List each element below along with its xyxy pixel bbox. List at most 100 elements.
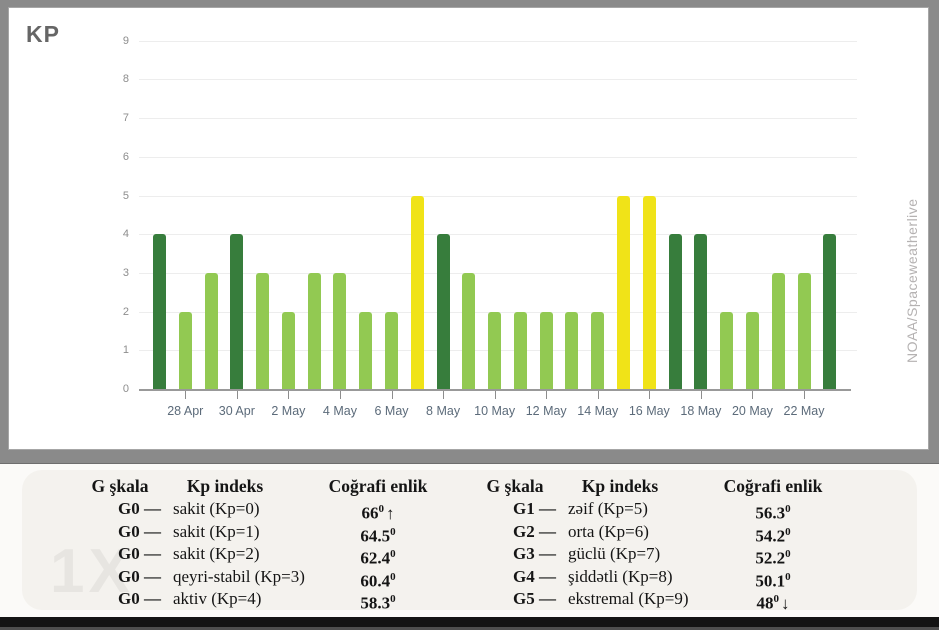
gridline	[139, 272, 857, 274]
x-axis-tick	[804, 391, 805, 399]
table-row: G5 — ekstremal (Kp=9) 480 ↓	[470, 588, 850, 613]
kp-index-cell: sakit (Kp=0)	[173, 499, 260, 518]
x-axis-tick	[339, 391, 341, 399]
kp-bar	[281, 311, 295, 389]
y-axis-label: 1	[122, 344, 129, 357]
latitude-cell: 480 ↓	[756, 593, 790, 613]
x-axis-tick	[288, 391, 290, 399]
kp-bar	[204, 272, 218, 389]
table-rows: G1 — zəif (Kp=5) 56.30 G2 — orta (Kp=6) 54.20…	[470, 498, 850, 613]
g-scale-cell: G0 —	[118, 544, 161, 563]
header-geo-latitude: Coğrafi enlik	[723, 476, 823, 496]
g-scale-cell: G0 —	[118, 499, 161, 518]
gridline	[139, 40, 857, 42]
frame-bottom-edge	[0, 627, 939, 630]
header-kp-index: Kp indeks	[581, 476, 659, 496]
table-row: G4 — şiddətli (Kp=8) 50.10	[470, 566, 850, 591]
watermark-text: 1X	[50, 537, 134, 606]
x-axis-label: 22 May	[783, 404, 825, 418]
y-axis-label: 5	[122, 189, 129, 202]
kp-bar	[565, 311, 579, 389]
kp-index-cell: orta (Kp=6)	[568, 521, 649, 541]
gscale-section: 1X G şkala Kp indeks Coğrafi enlik G0 — s…	[0, 463, 939, 618]
x-axis-tick	[649, 391, 651, 399]
kp-bar	[539, 311, 553, 389]
kp-bar	[617, 195, 631, 389]
kp-bar	[359, 311, 373, 389]
x-axis-tick	[494, 391, 496, 399]
latitude-cell: 660 ↑	[361, 503, 395, 523]
y-axis-label: 7	[122, 112, 129, 125]
table-background	[22, 470, 917, 610]
gscale-table-left: G şkala Kp indeks Coğrafi enlik G0 — saki…	[75, 476, 455, 613]
kp-bar	[462, 272, 476, 389]
x-axis-label: 10 May	[474, 404, 516, 418]
kp-bar	[178, 311, 192, 389]
latitude-cell: 58.30	[360, 593, 396, 613]
y-axis-label: 2	[122, 305, 129, 318]
kp-bar	[720, 311, 734, 389]
kp-index-cell: sakit (Kp=1)	[173, 521, 260, 541]
latitude-arrow-icon: ↓	[781, 593, 790, 613]
kp-index-cell: şiddətli (Kp=8)	[568, 566, 673, 586]
x-axis-label: 6 May	[374, 404, 409, 418]
header-kp-index: Kp indeks	[186, 476, 264, 496]
kp-bar	[410, 195, 424, 389]
y-axis-label: 6	[122, 150, 129, 163]
kp-index-cell: qeyri-stabil (Kp=3)	[173, 566, 305, 586]
chart-title: KP	[26, 21, 60, 47]
x-axis-label: 14 May	[577, 404, 619, 418]
kp-bar	[385, 311, 399, 389]
kp-bar	[668, 234, 682, 389]
latitude-cell: 54.20	[755, 525, 791, 546]
kp-bar	[230, 234, 244, 389]
x-axis-line	[139, 389, 851, 391]
bottom-black-bar	[0, 617, 939, 627]
latitude-cell: 60.40	[360, 570, 396, 591]
x-axis-tick	[391, 391, 393, 399]
table-row: G0 — qeyri-stabil (Kp=3) 60.40	[75, 566, 455, 591]
kp-bar	[256, 272, 270, 389]
x-axis-label: 30 Apr	[218, 404, 255, 418]
table-row: G1 — zəif (Kp=5) 56.30	[470, 498, 850, 523]
g-scale-cell: G2 —	[513, 521, 556, 541]
x-axis-tick	[443, 391, 445, 399]
table-row: G3 — güclü (Kp=7) 52.20	[470, 543, 850, 568]
y-axis-label: 9	[122, 34, 129, 47]
latitude-cell: 52.20	[755, 548, 791, 568]
y-axis-label: 0	[122, 383, 129, 395]
g-scale-cell: G0 —	[118, 589, 161, 608]
kp-bar	[488, 311, 502, 389]
credit-text: NOAA/Spaceweatherlive	[904, 198, 920, 363]
x-axis-label: 28 Apr	[167, 404, 204, 418]
y-axis-label: 8	[122, 73, 129, 86]
x-axis-label: 16 May	[628, 404, 670, 418]
gridline	[139, 156, 857, 158]
y-axis-label: 3	[122, 266, 129, 279]
kp-chart-panel: KP 0 1 2 3 4 5 6 7 8 9 28 Apr 30 Apr 2 May 4 May 6 May…	[8, 7, 929, 450]
kp-bar	[642, 195, 656, 389]
x-axis-tick	[597, 391, 599, 399]
kp-index-cell: ekstremal (Kp=9)	[568, 589, 689, 608]
g-scale-cell: G3 —	[513, 544, 556, 563]
g-scale-cell: G1 —	[513, 499, 556, 518]
kp-bar	[436, 234, 450, 389]
gridline	[139, 118, 857, 120]
x-axis-label: 18 May	[680, 404, 722, 418]
table-row: G0 — sakit (Kp=1) 64.50	[75, 521, 455, 546]
y-axis-label: 4	[122, 228, 129, 241]
kp-index-cell: aktiv (Kp=4)	[173, 589, 262, 608]
table-row: G2 — orta (Kp=6) 54.20	[470, 521, 850, 546]
g-scale-cell: G0 —	[118, 521, 161, 541]
table-row: G0 — aktiv (Kp=4) 58.30	[75, 588, 455, 613]
gscale-table-right: G şkala Kp indeks Coğrafi enlik G1 — zəif…	[470, 476, 850, 613]
latitude-cell: 50.10	[755, 570, 791, 591]
kp-bar	[591, 311, 605, 389]
x-axis-tick	[546, 391, 548, 399]
kp-bar	[823, 234, 837, 389]
table-rows: G0 — sakit (Kp=0) 660 ↑ G0 — sakit (Kp=1) 64.5…	[75, 498, 455, 613]
table-row: G0 — sakit (Kp=0) 660 ↑	[75, 498, 455, 523]
kp-bar	[333, 272, 347, 389]
latitude-cell: 56.30	[755, 503, 791, 523]
